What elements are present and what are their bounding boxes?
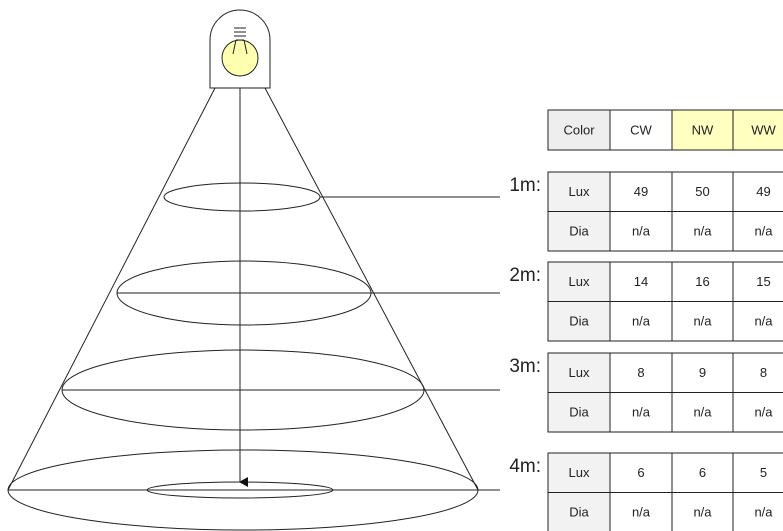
table-cell bbox=[671, 392, 734, 433]
table-cell bbox=[547, 171, 611, 212]
bulb-filament bbox=[232, 27, 248, 55]
table-cell bbox=[671, 261, 734, 302]
table-cell bbox=[732, 452, 783, 493]
cell-text: Color bbox=[563, 122, 595, 137]
cell-text: n/a bbox=[754, 224, 773, 239]
cell-text: n/a bbox=[754, 314, 773, 329]
cell-text: Lux bbox=[569, 184, 590, 199]
table-cell bbox=[547, 492, 611, 531]
level-label: 2m: bbox=[509, 265, 541, 286]
table-cell bbox=[547, 211, 611, 252]
table: Color CW NW WW 1m: Lux 49 50 49 Dia n/a n/a n/a 2m: Lu… bbox=[509, 109, 783, 531]
cell-text: 15 bbox=[756, 274, 770, 289]
cell-text: Lux bbox=[569, 365, 590, 380]
table-cell bbox=[732, 352, 783, 393]
level-label: 1m: bbox=[509, 175, 541, 196]
table-cell bbox=[609, 301, 673, 342]
ring bbox=[163, 182, 321, 212]
cell-text: Dia bbox=[569, 224, 589, 239]
cell-text: 8 bbox=[637, 365, 644, 380]
table-cell bbox=[547, 352, 611, 393]
table-cell bbox=[671, 301, 734, 342]
table-cell bbox=[671, 109, 734, 151]
table-cell bbox=[671, 211, 734, 252]
level-label: 4m: bbox=[509, 456, 541, 477]
cone-edge bbox=[7, 87, 216, 491]
cell-text: n/a bbox=[693, 505, 712, 520]
table-cell bbox=[609, 392, 673, 433]
cell-text: Dia bbox=[569, 314, 589, 329]
cell-text: CW bbox=[630, 122, 652, 137]
bulb bbox=[221, 39, 259, 77]
table-cell bbox=[732, 171, 783, 212]
table-cell bbox=[732, 109, 783, 151]
table-cell bbox=[547, 452, 611, 493]
cell-text: WW bbox=[751, 122, 776, 137]
cell-text: 8 bbox=[760, 365, 767, 380]
cell-text: Dia bbox=[569, 405, 589, 420]
cell-text: Dia bbox=[569, 505, 589, 520]
cell-text: 16 bbox=[695, 274, 709, 289]
cell-text: 6 bbox=[699, 465, 706, 480]
cell-text: 50 bbox=[695, 184, 709, 199]
table-cell bbox=[732, 211, 783, 252]
table-cell bbox=[732, 301, 783, 342]
cell-text: n/a bbox=[632, 505, 651, 520]
cell-text: n/a bbox=[693, 405, 712, 420]
cell-text: Lux bbox=[569, 465, 590, 480]
cell-text: n/a bbox=[632, 224, 651, 239]
level-label: 3m: bbox=[509, 356, 541, 377]
cell-text: 9 bbox=[699, 365, 706, 380]
table-cell bbox=[547, 301, 611, 342]
cell-text: n/a bbox=[632, 314, 651, 329]
cone bbox=[7, 9, 500, 531]
table-cell bbox=[547, 109, 611, 151]
cell-text: 6 bbox=[637, 465, 644, 480]
cell-text: n/a bbox=[754, 505, 773, 520]
cone-edge bbox=[264, 87, 479, 491]
cell-text: n/a bbox=[754, 405, 773, 420]
cell-text: 49 bbox=[756, 184, 770, 199]
table-cell bbox=[609, 171, 673, 212]
table-cell bbox=[732, 392, 783, 433]
cell-text: n/a bbox=[632, 405, 651, 420]
table-cell bbox=[671, 352, 734, 393]
cell-text: 49 bbox=[634, 184, 648, 199]
cell-text: Lux bbox=[569, 274, 590, 289]
cell-text: 14 bbox=[634, 274, 648, 289]
table-cell bbox=[547, 392, 611, 433]
table-cell bbox=[609, 211, 673, 252]
cell-text: NW bbox=[692, 122, 714, 137]
table-cell bbox=[732, 492, 783, 531]
cell-text: 5 bbox=[760, 465, 767, 480]
table-cell bbox=[732, 261, 783, 302]
cell-text: n/a bbox=[693, 224, 712, 239]
cell-text: n/a bbox=[693, 314, 712, 329]
